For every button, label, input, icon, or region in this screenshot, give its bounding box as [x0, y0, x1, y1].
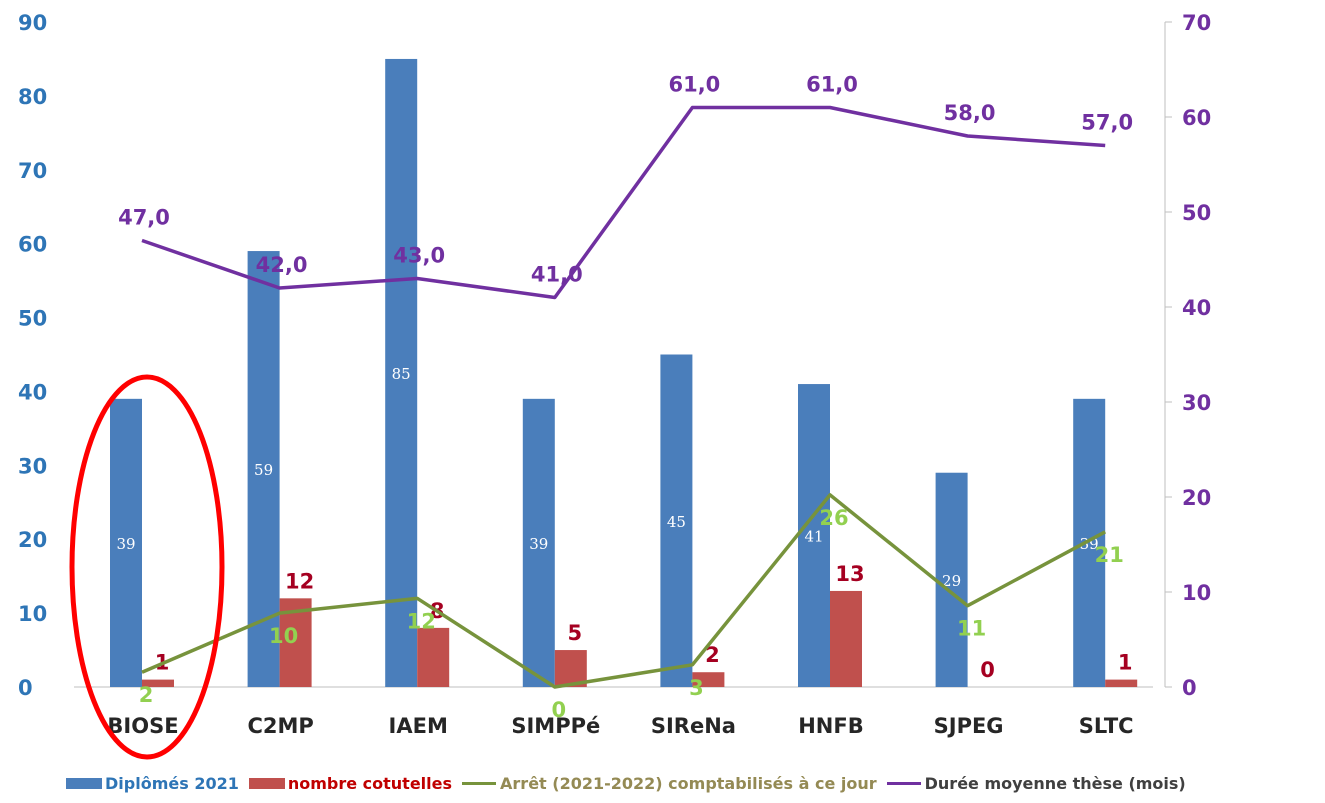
line-arret: [141, 493, 1107, 689]
line-label-arret-iaem: 12: [407, 609, 436, 633]
bar-label-cotutelles-sjpeg: 0: [980, 658, 995, 682]
bar-label-diplomes-biose: 39: [116, 535, 135, 553]
category-label-simppe: SIMPPé: [511, 714, 600, 738]
line-label-duree-sirena: 61,0: [668, 73, 720, 97]
bar-diplomes-simppe: [522, 398, 555, 687]
line-label-arret-simppe: 0: [551, 698, 566, 722]
line-label-arret-sjpeg: 11: [957, 617, 986, 641]
bar-label-cotutelles-c2mp: 12: [285, 569, 314, 593]
line-label-duree-sjpeg: 58,0: [944, 101, 996, 125]
category-label-sjpeg: SJPEG: [934, 714, 1004, 738]
bar-label-diplomes-iaem: 85: [392, 365, 411, 383]
left-tick-label: 20: [18, 528, 47, 552]
bar-cotutelles-iaem: [417, 627, 450, 687]
legend-item-cotutelles: nombre cotutelles: [248, 774, 453, 793]
line-label-duree-hnfb: 61,0: [806, 73, 858, 97]
bar-diplomes-sltc: [1073, 398, 1106, 687]
bar-cotutelles-sltc: [1105, 679, 1138, 687]
bar-label-diplomes-c2mp: 59: [254, 461, 273, 479]
right-tick-label: 40: [1182, 296, 1211, 320]
line-label-duree-biose: 47,0: [118, 206, 170, 230]
bar-label-cotutelles-hnfb: 13: [835, 562, 864, 586]
line-label-duree-simppe: 41,0: [531, 263, 583, 287]
category-label-iaem: IAEM: [389, 714, 448, 738]
left-tick-label: 40: [18, 380, 47, 404]
left-tick-label: 0: [18, 676, 33, 700]
legend-swatch-cotutelles: [248, 778, 285, 789]
legend-swatch-duree: [886, 782, 921, 785]
right-tick-label: 20: [1182, 486, 1211, 510]
line-label-duree-iaem: 43,0: [393, 244, 445, 268]
category-label-c2mp: C2MP: [247, 714, 313, 738]
line-label-arret-c2mp: 10: [269, 624, 298, 648]
line-label-arret-biose: 2: [139, 683, 154, 707]
left-tick-label: 90: [18, 11, 47, 35]
line-label-duree-c2mp: 42,0: [256, 253, 308, 277]
bar-label-cotutelles-sltc: 1: [1118, 651, 1133, 675]
legend-item-arret: Arrêt (2021-2022) comptabilisés à ce jou…: [462, 774, 877, 793]
bar-diplomes-iaem: [385, 58, 418, 687]
line-label-arret-sltc: 21: [1095, 543, 1124, 567]
line-label-arret-sirena: 3: [689, 676, 704, 700]
bar-cotutelles-sirena: [692, 672, 725, 687]
line-duree: [141, 105, 1106, 300]
chart-canvas: 0102030405060708090010203040506070395985…: [18, 11, 1211, 760]
bar-cotutelles-biose: [142, 679, 174, 687]
category-label-sltc: SLTC: [1079, 714, 1134, 738]
category-label-sirena: SIReNa: [651, 714, 736, 738]
left-tick-label: 10: [18, 602, 47, 626]
legend-swatch-arret: [462, 782, 497, 785]
bar-diplomes-sirena: [660, 354, 693, 687]
right-tick-label: 60: [1182, 106, 1211, 130]
left-tick-label: 30: [18, 454, 47, 478]
right-tick-label: 30: [1182, 391, 1211, 415]
right-tick-label: 0: [1182, 676, 1197, 700]
right-tick-label: 50: [1182, 201, 1211, 225]
bar-cotutelles-hnfb: [830, 590, 862, 687]
legend-item-duree: Durée moyenne thèse (mois): [886, 774, 1186, 793]
bar-label-diplomes-sirena: 45: [667, 513, 686, 531]
legend-label-diplomes: Diplômés 2021: [105, 774, 239, 793]
line-label-arret-hnfb: 26: [819, 506, 848, 530]
highlight-ellipse-biose: [69, 374, 225, 760]
bar-label-cotutelles-sirena: 2: [705, 643, 720, 667]
legend-label-arret: Arrêt (2021-2022) comptabilisés à ce jou…: [500, 774, 877, 793]
right-tick-label: 70: [1182, 11, 1211, 35]
legend-label-cotutelles: nombre cotutelles: [287, 774, 453, 793]
left-tick-label: 70: [18, 159, 47, 183]
legend-label-duree: Durée moyenne thèse (mois): [924, 774, 1186, 793]
bar-diplomes-hnfb: [798, 384, 830, 687]
left-tick-label: 50: [18, 307, 47, 331]
bar-label-diplomes-hnfb: 41: [804, 528, 823, 546]
bar-diplomes-biose: [110, 398, 142, 687]
category-label-biose: BIOSE: [107, 714, 178, 738]
left-tick-label: 80: [18, 85, 47, 109]
bar-cotutelles-simppe: [554, 650, 587, 687]
chart-legend: Diplômés 2021 nombre cotutelles Arrêt (2…: [66, 774, 1196, 793]
bar-diplomes-sjpeg: [935, 472, 968, 687]
legend-swatch-diplomes: [66, 778, 102, 789]
bar-label-cotutelles-simppe: 5: [567, 621, 582, 645]
right-tick-label: 10: [1182, 581, 1211, 605]
bar-label-diplomes-simppe: 39: [529, 535, 548, 553]
legend-item-diplomes: Diplômés 2021: [66, 774, 239, 793]
category-label-hnfb: HNFB: [798, 714, 864, 738]
line-label-duree-sltc: 57,0: [1081, 111, 1133, 135]
bar-label-diplomes-sjpeg: 29: [942, 572, 961, 590]
left-tick-label: 60: [18, 233, 47, 257]
